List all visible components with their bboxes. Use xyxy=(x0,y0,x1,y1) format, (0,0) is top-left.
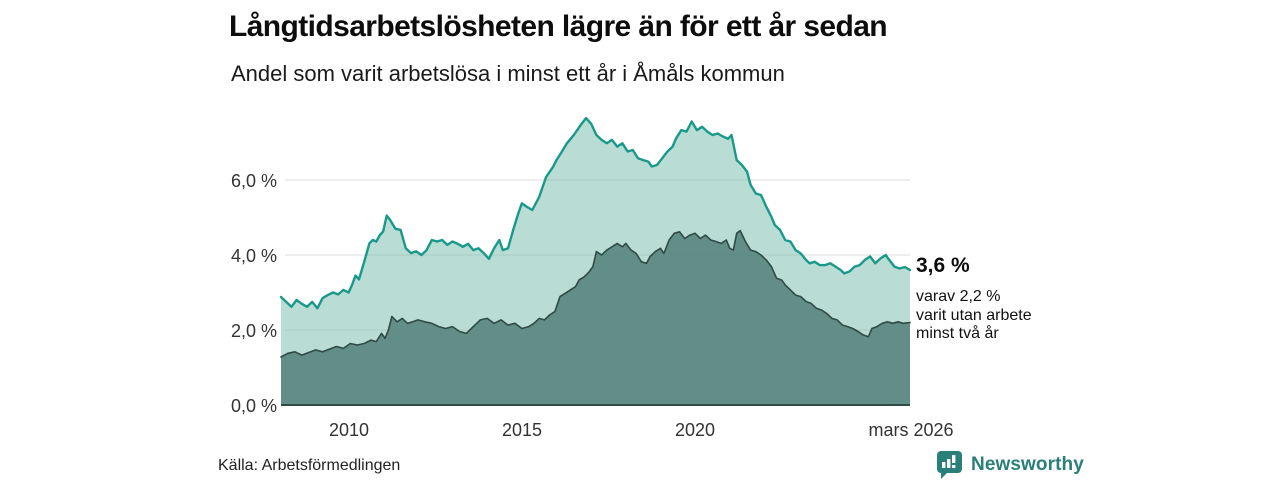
y-tick-label-0: 0,0 % xyxy=(230,396,277,416)
latest-value-label: 3,6 % xyxy=(916,254,970,277)
x-tick-label-2010: 2010 xyxy=(328,420,370,440)
brand-name: Newsworthy xyxy=(971,453,1084,475)
line-series-1 xyxy=(279,116,912,310)
brand-logo: Newsworthy xyxy=(936,450,1084,479)
page-title: Långtidsarbetslösheten lägre än för ett … xyxy=(229,10,888,43)
x-tick-label-mars-2026: mars 2026 xyxy=(868,420,954,440)
detail-line-3: minst två år xyxy=(916,325,999,342)
page-subtitle: Andel som varit arbetslösa i minst ett å… xyxy=(231,61,785,86)
y-tick-label-2: 2,0 % xyxy=(230,321,277,341)
detail-line-2: varit utan arbete xyxy=(916,306,1032,324)
x-tick-label-2015: 2015 xyxy=(501,420,543,440)
detail-line-1: varav 2,2 % xyxy=(916,288,1001,305)
x-tick-label-2020: 2020 xyxy=(674,420,716,440)
y-tick-label-6: 6,0 % xyxy=(230,171,277,191)
source-credit: Källa: Arbetsförmedlingen xyxy=(218,457,401,474)
bar-chart-pin-icon xyxy=(936,450,963,479)
latest-value-detail: varav 2,2 % varit utan arbete minst två … xyxy=(916,288,1032,344)
line-series-2 xyxy=(280,229,911,358)
area-series-2 xyxy=(281,230,910,405)
y-tick-label-4: 4,0 % xyxy=(230,246,277,266)
